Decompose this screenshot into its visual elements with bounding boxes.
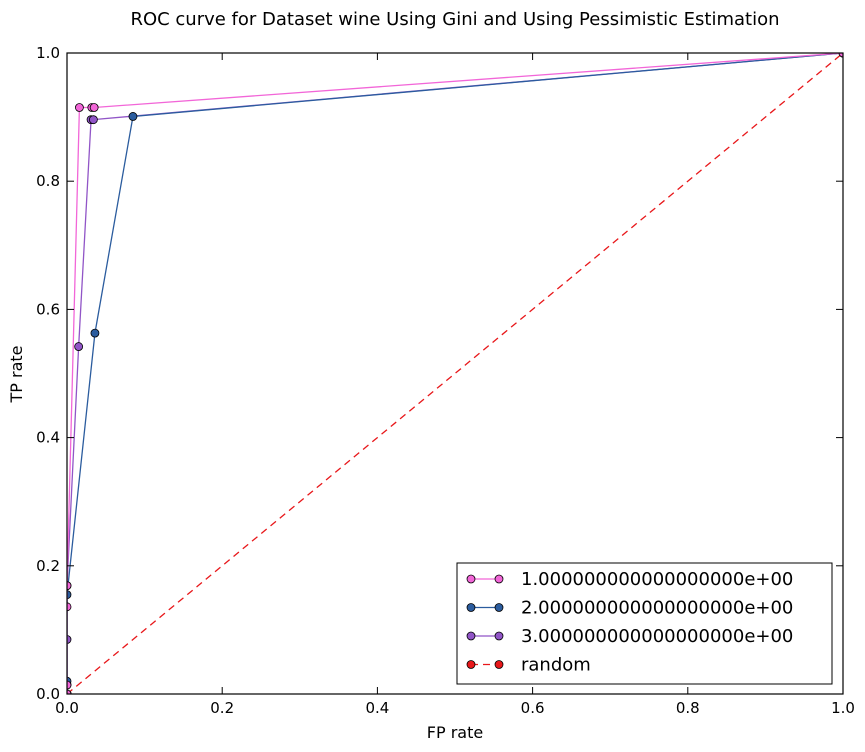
y-axis-label: TP rate (7, 345, 26, 403)
x-tick-label: 0.6 (521, 699, 545, 717)
series-1-point-7 (89, 103, 99, 112)
series-2-point-4 (90, 328, 100, 338)
legend-entry-3: 3.000000000000000000e+00 (466, 626, 793, 647)
chart-title: ROC curve for Dataset wine Using Gini an… (130, 9, 779, 30)
legend-entry-2: 2.000000000000000000e+00 (466, 598, 793, 619)
y-tick-label: 1.0 (36, 44, 60, 62)
legend-marker (494, 574, 504, 584)
series-3-point-7 (88, 115, 98, 125)
series-2-line (67, 53, 843, 694)
y-tick-label: 0.4 (36, 429, 60, 447)
legend-marker (466, 603, 476, 612)
y-tick-label: 0.2 (36, 557, 60, 575)
series-1-point-4 (67, 581, 72, 591)
series-2-point-5 (128, 112, 138, 121)
legend: 1.000000000000000000e+00 2.00000000000000… (456, 562, 833, 685)
legend-frame (456, 562, 833, 685)
legend-entry-4: random (466, 655, 591, 676)
series-1-point-2 (67, 680, 72, 690)
y-tick-label: 0.6 (36, 300, 60, 318)
legend-marker (466, 631, 476, 641)
legend-marker (466, 574, 476, 584)
plot-frame (66, 52, 844, 695)
legend-marker (494, 603, 504, 612)
legend-label: 3.000000000000000000e+00 (521, 626, 793, 647)
x-tick-label: 0.0 (55, 699, 79, 717)
legend-label: random (521, 655, 591, 676)
legend-marker (494, 660, 504, 669)
plot-area (67, 53, 843, 694)
series-3-point-5 (74, 342, 84, 351)
legend-label: 2.000000000000000000e+00 (521, 598, 793, 619)
series-1-point-3 (67, 602, 72, 612)
series-1 (67, 53, 843, 694)
x-tick-label: 0.8 (676, 699, 700, 717)
y-tick-label: 0.8 (36, 172, 60, 190)
legend-entry-1: 1.000000000000000000e+00 (466, 569, 793, 590)
x-tick-label: 0.2 (210, 699, 234, 717)
legend-marker (466, 660, 476, 669)
series-3-point-3 (67, 635, 72, 644)
y-tick-label: 0.0 (36, 685, 60, 703)
series-1-point-8 (838, 53, 843, 58)
legend-marker (494, 631, 504, 641)
x-tick-label: 1.0 (831, 699, 855, 717)
series-1-point-5 (75, 103, 84, 112)
x-tick-label: 0.4 (365, 699, 389, 717)
series-1-point-1 (67, 689, 72, 694)
series-2-point-3 (67, 590, 72, 600)
x-axis-label: FP rate (427, 723, 483, 742)
axis-ticks: 0.0 0.2 0.4 0.6 0.8 1.0 0.0 0.2 0.4 0.6 0.8 1.0 (36, 44, 855, 717)
legend-label: 1.000000000000000000e+00 (521, 569, 793, 590)
